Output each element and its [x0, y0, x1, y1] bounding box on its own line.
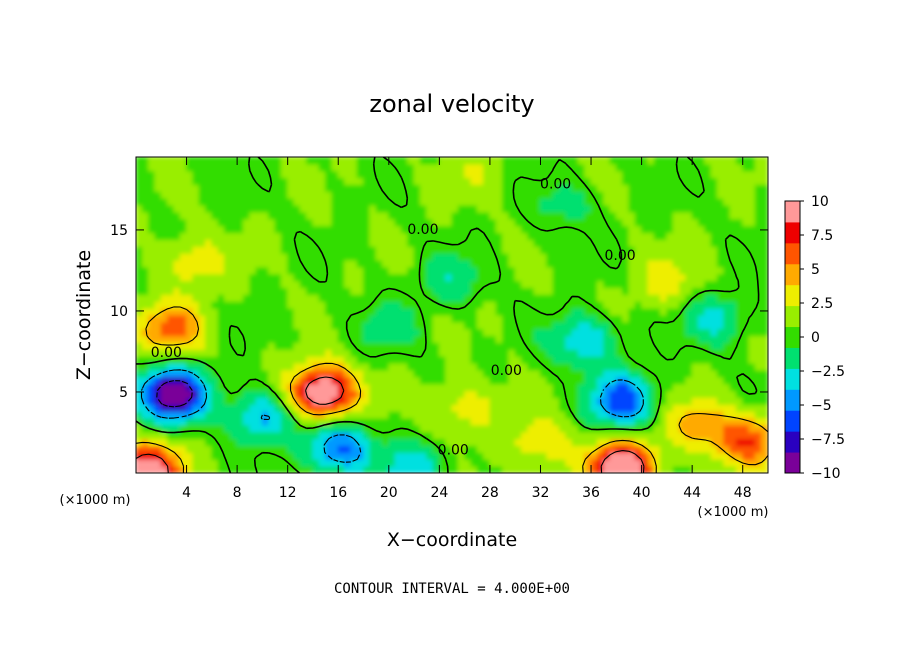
colorbar-segment — [785, 221, 800, 244]
colorbar-segment — [785, 452, 800, 474]
colorbar-segment — [785, 347, 800, 369]
colorbar-tick-label: −10 — [811, 466, 841, 482]
plot-area — [136, 157, 768, 473]
x-tick-label: 44 — [683, 485, 701, 501]
contour-level — [140, 369, 644, 463]
y-axis-label: Z−coordinate — [73, 250, 95, 380]
contour-labels: 0.00 0.00 0.00 0.00 0.00 0.00 — [151, 177, 636, 459]
colorbar-tick-label: 10 — [811, 194, 829, 210]
x-unit-left: (×1000 m) — [60, 493, 131, 508]
plot-frame — [135, 156, 769, 474]
contour-label: 0.00 — [540, 177, 571, 193]
colorbar — [784, 200, 801, 474]
contour-level — [136, 306, 768, 473]
x-axis-label: X−coordinate — [387, 529, 517, 551]
x-tick-label: 28 — [481, 485, 499, 501]
colorbar-tick-label: −2.5 — [811, 364, 845, 380]
y-axis-ticks: 5 10 15 — [110, 223, 768, 401]
colorbar-tick-label: 0 — [811, 330, 820, 346]
colorbar-segment — [785, 368, 800, 390]
colorbar-segment — [785, 201, 800, 223]
x-tick-label: 4 — [182, 485, 191, 501]
y-tick-label: 10 — [110, 304, 128, 320]
colorbar-ticks: 10 7.5 5 2.5 0 −2.5 −5 −7.5 −10 — [800, 194, 845, 482]
colorbar-segment — [785, 326, 800, 348]
x-tick-label: 48 — [734, 485, 752, 501]
colorbar-tick-label: 2.5 — [811, 296, 833, 312]
y-tick-label: 15 — [110, 223, 128, 239]
colorbar-segment — [785, 410, 800, 432]
contour-level — [156, 380, 193, 408]
contour-interval-note: CONTOUR INTERVAL = 4.000E+00 — [334, 581, 570, 597]
x-axis-ticks: 4 8 12 16 20 24 28 32 36 40 44 48 — [182, 157, 752, 501]
colorbar-tick-label: −7.5 — [811, 432, 845, 448]
x-tick-label: 16 — [329, 485, 347, 501]
contour-level — [136, 157, 760, 473]
colorbar-segment — [785, 389, 800, 411]
colorbar-tick-label: 5 — [811, 262, 820, 278]
contour-label: 0.00 — [438, 442, 469, 458]
colorbar-tick-label: 7.5 — [811, 228, 833, 244]
contour-lines — [136, 157, 768, 473]
contour-level — [136, 376, 645, 473]
x-unit-right: (×1000 m) — [698, 505, 769, 520]
x-tick-label: 8 — [233, 485, 242, 501]
colorbar-segment — [785, 305, 800, 328]
colorbar-segment — [785, 263, 800, 286]
x-tick-label: 12 — [279, 485, 297, 501]
contour-label: 0.00 — [151, 345, 182, 361]
colorbar-segment — [785, 242, 800, 265]
x-tick-label: 20 — [380, 485, 398, 501]
colorbar-segment — [785, 284, 800, 307]
x-tick-label: 24 — [430, 485, 448, 501]
colorbar-tick-label: −5 — [811, 398, 832, 414]
contour-label: 0.00 — [407, 222, 438, 238]
y-tick-label: 5 — [119, 385, 128, 401]
x-tick-label: 36 — [582, 485, 600, 501]
x-tick-label: 40 — [633, 485, 651, 501]
colorbar-segment — [785, 431, 800, 453]
contour-label: 0.00 — [605, 248, 636, 264]
chart-title: zonal velocity — [369, 90, 534, 118]
contour-label: 0.00 — [491, 363, 522, 379]
velocity-field — [136, 157, 768, 473]
x-tick-label: 32 — [532, 485, 550, 501]
